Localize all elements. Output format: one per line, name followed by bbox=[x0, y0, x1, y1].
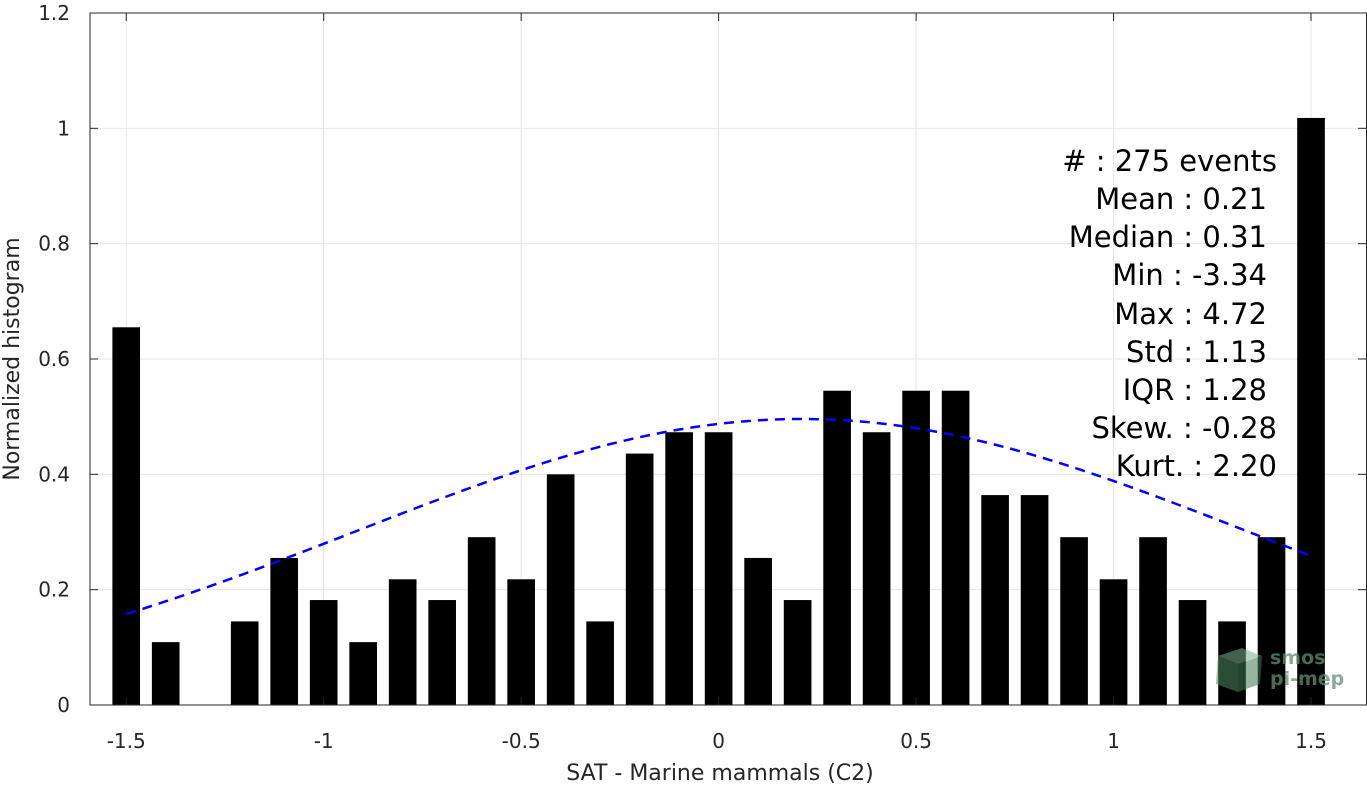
stat-max: Max : 4.72 bbox=[1114, 297, 1267, 331]
y-tick-label: 0.6 bbox=[38, 347, 70, 371]
histogram-bar bbox=[1257, 537, 1286, 705]
x-tick-label: -0.5 bbox=[502, 729, 541, 753]
histogram-bar bbox=[704, 432, 733, 705]
histogram-bar bbox=[270, 557, 299, 705]
histogram-bar bbox=[981, 495, 1009, 705]
histogram-bar bbox=[744, 557, 772, 705]
stat-min: Min : -3.34 bbox=[1112, 258, 1267, 292]
axis-ticks: -1.5 -1 -0.5 0 0.5 1 1.5 0 0.2 0.4 0.6 0.8 1 1.2 bbox=[38, 1, 1366, 753]
histogram-bar bbox=[625, 453, 654, 705]
histogram-bar bbox=[546, 474, 575, 705]
y-tick-label: 0.8 bbox=[38, 232, 70, 256]
histogram-bar bbox=[665, 432, 693, 705]
histogram-bars bbox=[112, 117, 1325, 706]
logo-line-2: pi-mep bbox=[1270, 668, 1344, 690]
y-tick-label: 1.2 bbox=[38, 1, 70, 25]
histogram-bar bbox=[862, 432, 891, 705]
histogram-bar bbox=[823, 390, 851, 705]
histogram-bar bbox=[388, 579, 417, 705]
x-tick-label: -1.5 bbox=[107, 729, 146, 753]
statistics-box: # : 275 events Mean : 0.21 Median : 0.31… bbox=[1062, 144, 1277, 483]
histogram-bar bbox=[349, 642, 378, 705]
y-tick-label: 1 bbox=[57, 116, 70, 140]
histogram-bar bbox=[230, 621, 259, 705]
x-axis-label: SAT - Marine mammals (C2) bbox=[566, 761, 874, 785]
histogram-bar bbox=[1297, 117, 1325, 706]
histogram-bar bbox=[309, 600, 338, 705]
stat-kurt: Kurt. : 2.20 bbox=[1116, 449, 1277, 483]
histogram-bar bbox=[1020, 495, 1049, 705]
stat-events: # : 275 events bbox=[1062, 144, 1277, 178]
histogram-bar bbox=[783, 600, 812, 705]
histogram-bar bbox=[902, 390, 930, 705]
y-tick-label: 0 bbox=[57, 693, 70, 717]
histogram-bar bbox=[467, 537, 496, 705]
histogram-bar bbox=[151, 642, 180, 705]
histogram-bar bbox=[1060, 537, 1088, 705]
stat-std: Std : 1.13 bbox=[1126, 335, 1267, 369]
stat-iqr: IQR : 1.28 bbox=[1123, 373, 1267, 407]
stat-median: Median : 0.31 bbox=[1069, 220, 1267, 254]
x-tick-label: 1.5 bbox=[1295, 729, 1327, 753]
histogram-bar bbox=[112, 327, 141, 705]
histogram-bar bbox=[1178, 600, 1207, 705]
y-axis-label: Normalized histogram bbox=[0, 237, 25, 480]
y-tick-label: 0.4 bbox=[38, 462, 70, 486]
x-tick-label: 0 bbox=[712, 729, 725, 753]
stat-mean: Mean : 0.21 bbox=[1095, 182, 1267, 216]
normal-fit-curve bbox=[125, 417, 1312, 616]
histogram-bar bbox=[428, 600, 456, 705]
logo-mark-icon bbox=[1216, 648, 1262, 692]
smos-pimep-logo: smos pi-mep bbox=[1216, 647, 1344, 692]
logo-line-1: smos bbox=[1270, 647, 1325, 669]
stat-skew: Skew. : -0.28 bbox=[1091, 411, 1277, 445]
x-tick-label: 0.5 bbox=[900, 729, 932, 753]
y-tick-label: 0.2 bbox=[38, 578, 70, 602]
histogram-bar bbox=[941, 390, 970, 705]
x-tick-label: -1 bbox=[314, 729, 334, 753]
histogram-bar bbox=[507, 579, 535, 705]
histogram-bar bbox=[1099, 579, 1128, 705]
histogram-bar bbox=[1139, 537, 1167, 705]
x-tick-label: 1 bbox=[1107, 729, 1120, 753]
histogram-bar bbox=[586, 621, 614, 705]
